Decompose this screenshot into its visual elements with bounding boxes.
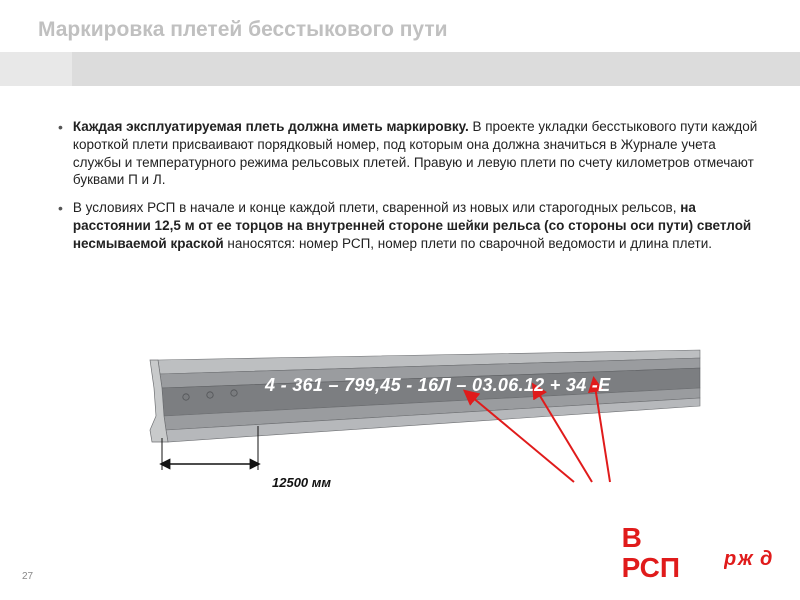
svg-text:ж: ж (737, 548, 754, 570)
page-title: Маркировка плетей бесстыкового пути (38, 18, 448, 42)
header-band-left (0, 52, 72, 86)
dimension-label: 12500 мм (272, 475, 331, 490)
rsp-line1: В (622, 522, 642, 553)
rail-diagram: 4 - 361 – 799,45 - 16Л – 03.06.12 + 34 -… (140, 330, 710, 500)
bullet-2: В условиях РСП в начале и конце каждой п… (58, 199, 760, 252)
bullet-2-text: В условиях РСП в начале и конце каждой п… (73, 199, 760, 252)
rzd-logo: p ж д (724, 547, 780, 576)
rail-svg (140, 330, 710, 500)
bullet-2-rest: наносятся: номер РСП, номер плети по сва… (224, 236, 712, 251)
bullet-1: Каждая эксплуатируемая плеть должна имет… (58, 118, 760, 189)
bullet-1-text: Каждая эксплуатируемая плеть должна имет… (73, 118, 760, 189)
bullet-1-lead: Каждая эксплуатируемая плеть должна имет… (73, 119, 469, 134)
body-text: Каждая эксплуатируемая плеть должна имет… (58, 118, 760, 263)
svg-text:p: p (724, 548, 736, 570)
rsp-label: В РСП (622, 523, 680, 582)
svg-text:д: д (760, 548, 772, 570)
page-number: 27 (22, 571, 33, 582)
rsp-line2: РСП (622, 552, 680, 583)
bullet-2-lead: В условиях РСП в начале и конце каждой п… (73, 200, 680, 215)
header-band-right (72, 52, 800, 86)
